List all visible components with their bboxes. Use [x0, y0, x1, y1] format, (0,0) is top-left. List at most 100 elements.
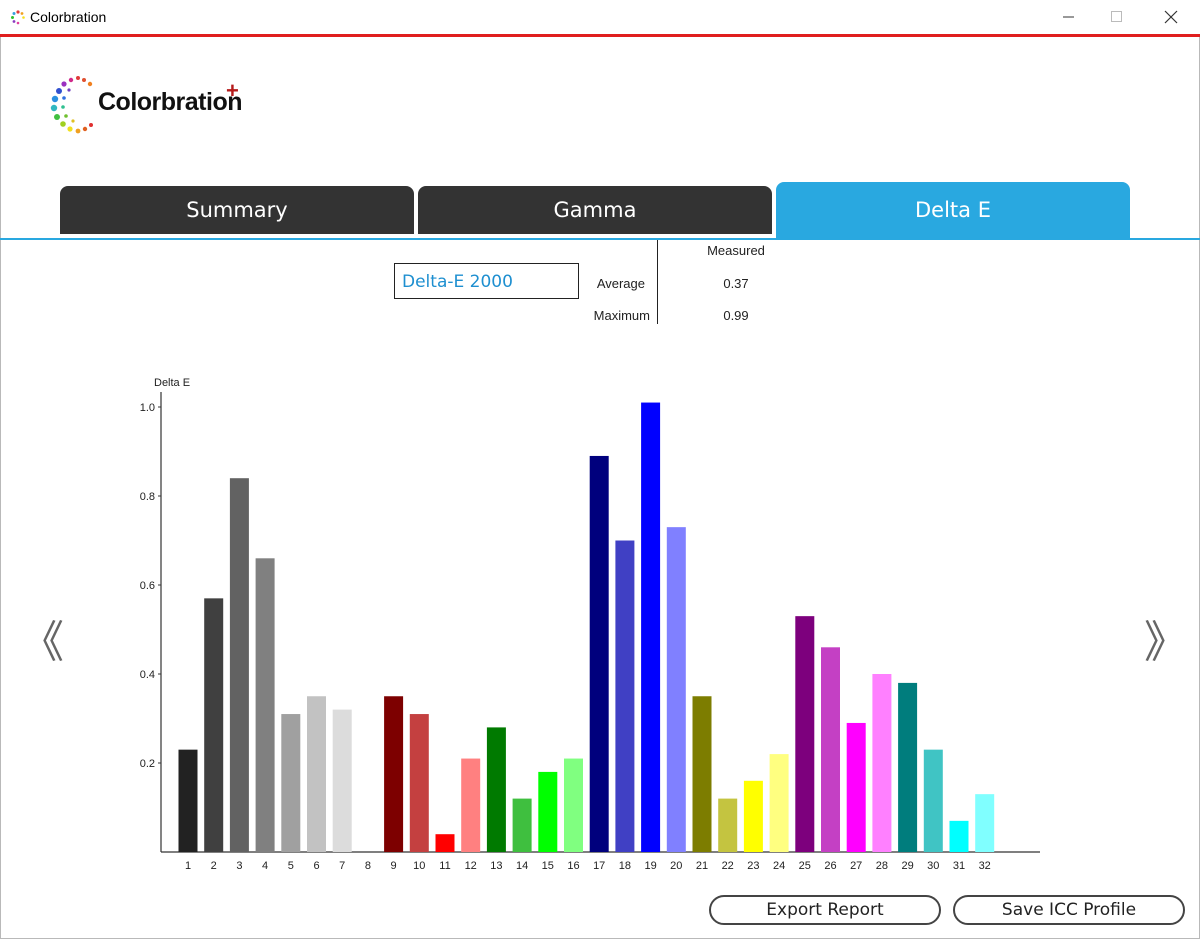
x-tick-label: 26 [824, 860, 836, 872]
prev-page-arrow[interactable]: 《 [20, 617, 64, 668]
bar-11 [435, 834, 455, 852]
y-tick-label: 0.8 [140, 491, 155, 503]
bar-3 [229, 478, 249, 852]
tab-delta-e[interactable]: Delta E [776, 182, 1130, 238]
bar-12 [461, 758, 481, 852]
tab-gamma[interactable]: Gamma [418, 186, 772, 234]
x-tick-label: 5 [288, 860, 294, 872]
export-report-button[interactable]: Export Report [709, 895, 941, 925]
bar-16 [564, 758, 583, 852]
logo-text: Colorbration [98, 88, 243, 116]
x-tick-label: 8 [365, 860, 371, 872]
bar-27 [846, 722, 866, 852]
bar-21 [692, 696, 712, 852]
bar-13 [486, 727, 506, 852]
x-tick-label: 23 [747, 860, 759, 872]
x-tick-label: 19 [644, 860, 656, 872]
logo-dots-icon [50, 76, 93, 134]
y-tick-label: 0.6 [140, 580, 155, 592]
bar-15 [538, 771, 558, 852]
x-tick-label: 28 [876, 860, 888, 872]
bar-24 [769, 754, 789, 852]
minimize-button[interactable] [1046, 0, 1092, 34]
x-tick-label: 20 [670, 860, 682, 872]
bar-6 [307, 696, 326, 852]
maximize-icon [1111, 11, 1122, 22]
bar-9 [384, 696, 404, 852]
x-tick-label: 7 [339, 860, 345, 872]
x-tick-label: 32 [979, 860, 991, 872]
x-tick-label: 3 [236, 860, 242, 872]
bar-23 [743, 780, 763, 852]
bar-2 [204, 598, 224, 852]
x-tick-label: 4 [262, 860, 268, 872]
close-button[interactable] [1148, 0, 1194, 34]
x-tick-label: 1 [185, 860, 191, 872]
save-icc-profile-button[interactable]: Save ICC Profile [953, 895, 1185, 925]
bar-5 [281, 714, 301, 852]
bar-30 [923, 749, 943, 852]
x-tick-label: 21 [696, 860, 708, 872]
bar-19 [641, 402, 661, 852]
title-accent-line [0, 34, 1200, 37]
stats-divider [657, 240, 658, 324]
title-bar: Colorbration [0, 0, 1200, 34]
x-tick-label: 18 [619, 860, 631, 872]
x-tick-label: 15 [542, 860, 554, 872]
bar-25 [795, 616, 815, 852]
x-tick-label: 12 [465, 860, 477, 872]
tab-underline [0, 238, 1200, 240]
x-tick-label: 10 [413, 860, 425, 872]
window-title: Colorbration [30, 9, 107, 25]
bar-26 [821, 647, 840, 852]
x-tick-label: 22 [722, 860, 734, 872]
maximize-button[interactable] [1094, 0, 1140, 34]
bar-31 [949, 820, 969, 852]
bar-29 [898, 682, 918, 852]
bar-18 [615, 540, 635, 852]
bar-10 [409, 714, 429, 852]
bar-32 [975, 794, 995, 852]
x-tick-label: 9 [391, 860, 397, 872]
x-tick-label: 2 [211, 860, 217, 872]
y-tick-label: 0.2 [140, 758, 155, 770]
bar-22 [718, 798, 738, 852]
logo: Colorbration + [50, 72, 250, 136]
x-tick-label: 11 [439, 860, 450, 872]
x-tick-label: 29 [901, 860, 913, 872]
average-value: 0.37 [723, 276, 749, 291]
maximum-label: Maximum [593, 308, 650, 323]
x-tick-label: 30 [927, 860, 939, 872]
x-tick-label: 31 [953, 860, 965, 872]
x-tick-label: 13 [490, 860, 502, 872]
x-tick-label: 25 [799, 860, 811, 872]
x-tick-label: 6 [313, 860, 319, 872]
y-tick-label: 1.0 [140, 402, 155, 414]
bar-14 [512, 798, 532, 852]
tab-summary[interactable]: Summary [60, 186, 414, 234]
minimize-icon [1063, 16, 1074, 18]
x-tick-label: 27 [850, 860, 862, 872]
next-page-arrow[interactable]: 》 [1144, 617, 1188, 668]
logo-plus-icon: + [226, 78, 239, 103]
x-tick-label: 14 [516, 860, 528, 872]
bar-7 [332, 709, 352, 852]
bar-1 [178, 749, 198, 852]
close-icon [1164, 10, 1178, 24]
bar-28 [872, 674, 892, 852]
y-axis-label: Delta E [154, 377, 190, 389]
x-tick-label: 16 [567, 860, 579, 872]
x-tick-label: 24 [773, 860, 785, 872]
y-tick-label: 0.4 [140, 669, 155, 681]
x-tick-label: 17 [593, 860, 605, 872]
average-label: Average [596, 276, 645, 291]
maximum-value: 0.99 [723, 308, 749, 323]
measured-header: Measured [707, 243, 765, 258]
app-icon [11, 10, 25, 25]
bar-20 [666, 527, 686, 852]
bar-17 [589, 455, 609, 852]
bar-4 [255, 558, 275, 852]
delta-e-metric-select[interactable]: Delta-E 2000 [394, 263, 579, 299]
